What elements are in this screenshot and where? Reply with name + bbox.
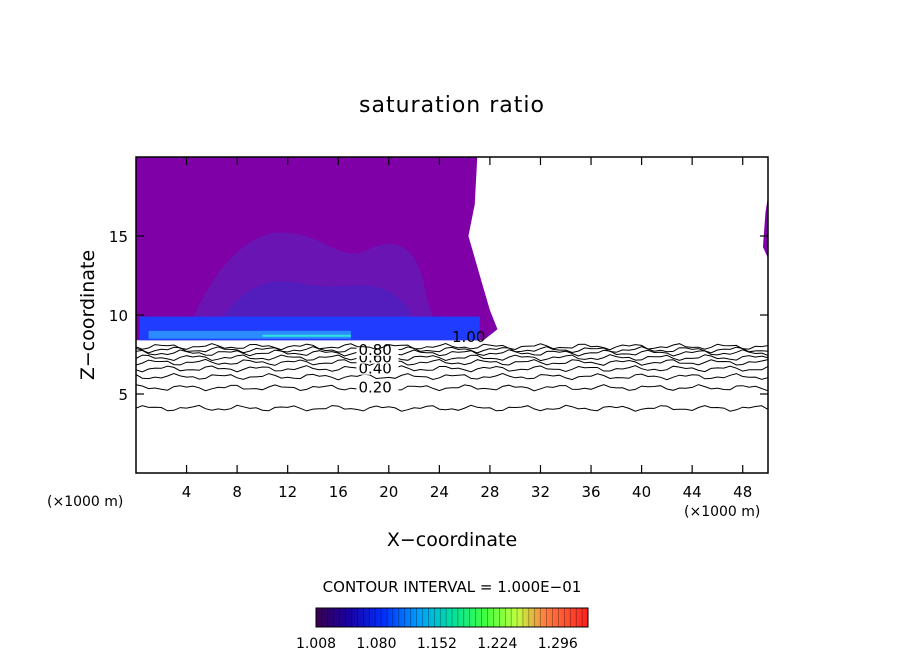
contour-label-bg — [356, 378, 399, 394]
plot-area: 0.200.400.600.801.00 — [136, 157, 768, 412]
x-unit-left: (×1000 m) — [47, 494, 123, 510]
colorbar-tick-label: 1.008 — [296, 636, 336, 652]
contour-line — [136, 372, 768, 381]
contour-line — [136, 384, 768, 392]
contour-interval-text: CONTOUR INTERVAL = 1.000E−01 — [323, 578, 582, 596]
x-tick-label: 44 — [683, 483, 702, 501]
cloud-right-edge — [762, 196, 768, 259]
x-tick-label: 48 — [733, 483, 752, 501]
x-tick-label: 36 — [581, 483, 600, 501]
colorbar-ticks: 1.008 1.080 1.152 1.224 1.296 — [296, 608, 583, 652]
x-tick-label: 16 — [329, 483, 348, 501]
colorbar-tick-label: 1.296 — [538, 636, 578, 652]
x-unit-right: (×1000 m) — [684, 504, 760, 520]
cloud-base-bright — [148, 330, 351, 339]
contour-line — [136, 365, 768, 373]
contour-line — [136, 358, 768, 366]
x-tick-label: 24 — [430, 483, 449, 501]
x-tick-label: 32 — [531, 483, 550, 501]
x-tick-label: 40 — [632, 483, 651, 501]
contour-label: 0.20 — [358, 379, 391, 397]
contour-label: 0.80 — [358, 341, 391, 359]
cloud-base-cyan — [262, 334, 351, 337]
x-tick-label: 4 — [182, 483, 192, 501]
contour-line — [136, 346, 768, 354]
y-tick-label: 5 — [118, 386, 128, 404]
contour-line — [136, 349, 768, 357]
colorbar-tick-label: 1.080 — [356, 636, 396, 652]
y-axis-label: Z−coordinate — [77, 250, 99, 380]
contour-line — [136, 342, 768, 351]
x-tick-label: 12 — [278, 483, 297, 501]
y-tick-label: 15 — [109, 228, 128, 246]
x-tick-label: 28 — [480, 483, 499, 501]
contour-line — [136, 404, 768, 412]
contour-line — [136, 354, 768, 362]
chart-title: saturation ratio — [359, 93, 545, 118]
x-tick-label: 8 — [232, 483, 242, 501]
x-tick-label: 20 — [379, 483, 398, 501]
y-tick-label: 10 — [109, 307, 128, 325]
colorbar-tick-label: 1.152 — [417, 636, 457, 652]
x-axis-label: X−coordinate — [387, 529, 517, 551]
contour-label-bg — [356, 340, 399, 356]
colorbar-tick-label: 1.224 — [477, 636, 517, 652]
contour-label: 1.00 — [452, 328, 485, 346]
